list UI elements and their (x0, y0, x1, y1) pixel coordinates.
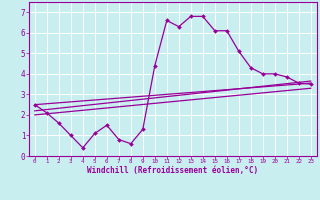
X-axis label: Windchill (Refroidissement éolien,°C): Windchill (Refroidissement éolien,°C) (87, 166, 258, 175)
